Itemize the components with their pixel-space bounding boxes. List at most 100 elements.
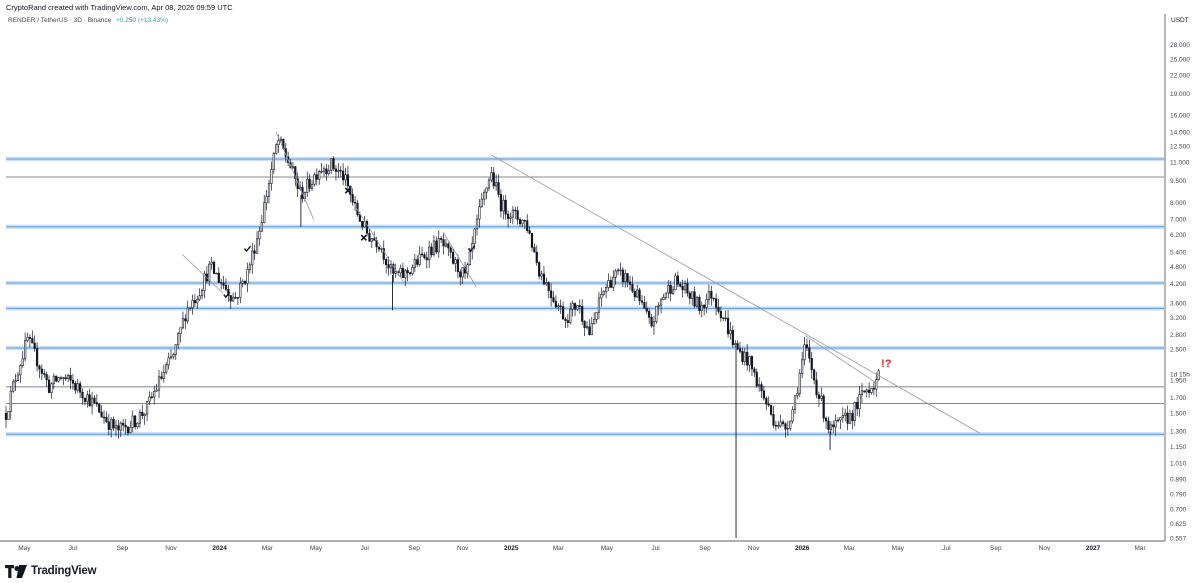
candle-body bbox=[514, 209, 517, 212]
candle-body bbox=[167, 357, 170, 366]
price-tick-label: 1.300 bbox=[1170, 429, 1187, 436]
candle-body bbox=[547, 282, 550, 292]
candle-body bbox=[619, 269, 622, 272]
candle-body bbox=[52, 375, 55, 385]
annotation-text: !? bbox=[881, 358, 892, 370]
candle-body bbox=[55, 375, 58, 382]
candle-body bbox=[160, 376, 163, 379]
candle-body bbox=[559, 305, 562, 307]
candle-body bbox=[62, 377, 65, 379]
candle-body bbox=[258, 230, 261, 240]
candle-body bbox=[511, 209, 514, 218]
check-marker-icon bbox=[467, 245, 476, 253]
candle-body bbox=[679, 283, 682, 287]
candle-body bbox=[631, 284, 634, 292]
candle-body bbox=[499, 194, 503, 212]
candle-body bbox=[607, 280, 610, 288]
tradingview-logo-icon bbox=[5, 564, 27, 578]
candle-body bbox=[79, 383, 82, 393]
candle-body bbox=[387, 264, 390, 269]
candle-body bbox=[394, 271, 397, 274]
candle-body bbox=[643, 301, 646, 309]
candle-body bbox=[239, 283, 242, 298]
candle-body bbox=[736, 343, 739, 350]
candle-body bbox=[260, 222, 263, 232]
candle-body bbox=[853, 402, 856, 422]
symbol-change: +0.250 (+13.43%) bbox=[116, 17, 169, 24]
price-tick-label: 0.700 bbox=[1170, 507, 1187, 514]
candle-body bbox=[760, 384, 763, 392]
candle-body bbox=[609, 280, 613, 288]
candle-body bbox=[174, 344, 177, 355]
candle-body bbox=[217, 272, 220, 283]
candle-body bbox=[234, 296, 237, 299]
candle-body bbox=[332, 158, 335, 170]
candle-body bbox=[423, 254, 426, 259]
time-axis[interactable]: May Jul Sep Nov 2024 Mar May Jul Sep Nov 2025 Mar Ma… bbox=[0, 540, 1165, 552]
price-tick-label: 7.000 bbox=[1170, 217, 1187, 224]
candle-body bbox=[813, 369, 816, 381]
candle-body bbox=[834, 420, 837, 428]
time-tick-label: Jul bbox=[942, 545, 951, 552]
candle-body bbox=[134, 415, 137, 428]
candle-body bbox=[38, 365, 41, 370]
candle-body bbox=[428, 246, 431, 261]
candle-body bbox=[119, 422, 122, 431]
candle-body bbox=[758, 384, 761, 387]
candle-body bbox=[870, 388, 873, 393]
candle-body bbox=[545, 282, 548, 285]
candle-body bbox=[172, 354, 175, 358]
candle-body bbox=[516, 210, 519, 220]
candle-body bbox=[753, 368, 756, 373]
candle-body bbox=[636, 289, 639, 298]
price-tick-label: 0.557 bbox=[1170, 535, 1187, 542]
price-tick-label: 1.010 bbox=[1170, 460, 1187, 467]
candle-body bbox=[404, 270, 407, 278]
candle-body bbox=[483, 191, 486, 200]
candle-body bbox=[105, 417, 108, 423]
candle-body bbox=[401, 267, 404, 278]
tradingview-wordmark: TradingView bbox=[31, 565, 97, 577]
candle-body bbox=[447, 243, 450, 249]
candle-body bbox=[557, 305, 560, 308]
candle-body bbox=[468, 250, 471, 265]
candle-body bbox=[796, 393, 799, 397]
candle-body bbox=[353, 201, 357, 204]
candle-body bbox=[251, 250, 254, 266]
candle-body bbox=[406, 270, 409, 274]
time-tick-label: Nov bbox=[748, 545, 760, 552]
candle-body bbox=[224, 285, 228, 290]
candle-body bbox=[669, 284, 672, 294]
candle-body bbox=[459, 271, 462, 278]
tradingview-branding[interactable]: TradingView bbox=[5, 562, 97, 580]
candle-body bbox=[602, 291, 605, 295]
candle-body bbox=[138, 411, 141, 424]
price-tick-label: 0.790 bbox=[1170, 491, 1187, 498]
candle-body bbox=[671, 289, 675, 294]
candle-body bbox=[143, 413, 146, 417]
candle-body bbox=[408, 272, 412, 274]
time-tick-label: Jul bbox=[69, 545, 78, 552]
candle-body bbox=[45, 374, 48, 381]
candle-body bbox=[198, 295, 201, 300]
candlestick-series bbox=[4, 134, 880, 439]
price-axis[interactable]: USDT 28.000 25.000 22.000 19.000 16.000 14.00… bbox=[1164, 14, 1190, 542]
candle-body bbox=[858, 394, 861, 410]
candle-body bbox=[107, 421, 110, 430]
candle-body bbox=[452, 251, 455, 264]
candle-body bbox=[114, 425, 118, 429]
time-tick-label: 2024 bbox=[212, 545, 227, 552]
candle-body bbox=[342, 170, 345, 181]
price-tick-label: 12.500 bbox=[1170, 144, 1190, 151]
candle-body bbox=[93, 397, 96, 403]
price-tick-label: 1.500 bbox=[1170, 411, 1187, 418]
candle-body bbox=[652, 321, 656, 327]
time-tick-label: Sep bbox=[990, 545, 1002, 552]
candle-body bbox=[573, 303, 577, 310]
candle-body bbox=[836, 419, 840, 422]
candle-body bbox=[337, 170, 340, 172]
candle-body bbox=[95, 402, 98, 405]
candle-body bbox=[232, 296, 235, 302]
candle-body bbox=[196, 298, 199, 304]
